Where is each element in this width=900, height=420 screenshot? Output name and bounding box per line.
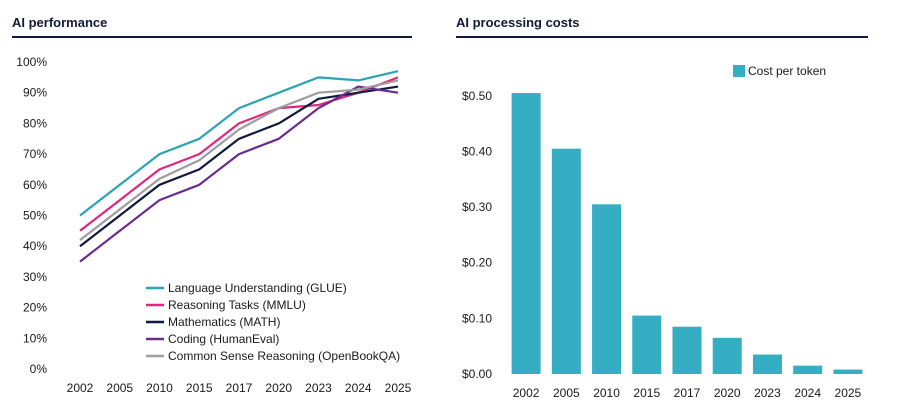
bar-x-tick-label: 2023 (754, 386, 781, 400)
line-x-tick-label: 2020 (265, 381, 292, 395)
line-x-tick-label: 2024 (345, 381, 372, 395)
line-legend-label: Reasoning Tasks (MMLU) (168, 298, 306, 312)
bar-x-tick-label: 2025 (835, 386, 862, 400)
right-title-rule (456, 36, 868, 38)
line-y-tick-label: 50% (23, 209, 47, 223)
bar (511, 93, 541, 374)
bar-y-tick-label: $0.50 (462, 89, 492, 103)
bar-x-tick-label: 2010 (593, 386, 620, 400)
bar (672, 326, 702, 374)
line-series-5 (79, 79, 399, 241)
bar-x-tick-label: 2024 (794, 386, 821, 400)
line-legend-label: Mathematics (MATH) (168, 315, 280, 329)
bar-legend-swatch (733, 65, 745, 77)
line-y-tick-label: 90% (23, 86, 47, 100)
bar-y-tick-label: $0.10 (462, 311, 492, 325)
line-series-2 (79, 76, 399, 232)
line-x-tick-label: 2017 (226, 381, 253, 395)
bar (712, 337, 742, 374)
bar (752, 354, 782, 374)
left-panel-title: AI performance (12, 15, 108, 30)
bar (632, 315, 662, 374)
line-x-tick-label: 2005 (106, 381, 133, 395)
line-y-tick-label: 100% (16, 55, 47, 69)
line-x-tick-label: 2002 (67, 381, 94, 395)
line-series-4 (79, 85, 399, 263)
line-y-tick-label: 80% (23, 116, 47, 130)
bar (592, 204, 622, 374)
line-x-tick-label: 2023 (305, 381, 332, 395)
line-legend-label: Language Understanding (GLUE) (168, 281, 347, 295)
bar-y-tick-label: $0.00 (462, 367, 492, 381)
line-x-tick-label: 2010 (146, 381, 173, 395)
line-y-tick-label: 0% (30, 362, 48, 376)
bar-y-tick-label: $0.40 (462, 144, 492, 158)
line-legend-label: Coding (HumanEval) (168, 332, 279, 346)
line-y-tick-label: 60% (23, 178, 47, 192)
line-series-3 (79, 85, 399, 248)
line-y-tick-label: 40% (23, 239, 47, 253)
line-y-tick-label: 20% (23, 301, 47, 315)
bar-x-tick-label: 2005 (553, 386, 580, 400)
line-y-tick-label: 30% (23, 270, 47, 284)
line-legend-label: Common Sense Reasoning (OpenBookQA) (168, 349, 400, 363)
bar (793, 365, 823, 374)
line-series-1 (79, 70, 399, 217)
bar-x-tick-label: 2002 (513, 386, 540, 400)
bar-x-tick-label: 2017 (674, 386, 701, 400)
bar-legend-label: Cost per token (748, 64, 826, 78)
bar (551, 148, 581, 374)
right-panel-title: AI processing costs (456, 15, 580, 30)
bar-x-tick-label: 2020 (714, 386, 741, 400)
bar-x-tick-label: 2015 (633, 386, 660, 400)
left-title-rule (12, 36, 412, 38)
line-x-tick-label: 2015 (186, 381, 213, 395)
bar-y-tick-label: $0.20 (462, 256, 492, 270)
bar-y-tick-label: $0.30 (462, 200, 492, 214)
bar (833, 369, 863, 374)
line-y-tick-label: 10% (23, 331, 47, 345)
line-x-tick-label: 2025 (385, 381, 412, 395)
line-y-tick-label: 70% (23, 147, 47, 161)
